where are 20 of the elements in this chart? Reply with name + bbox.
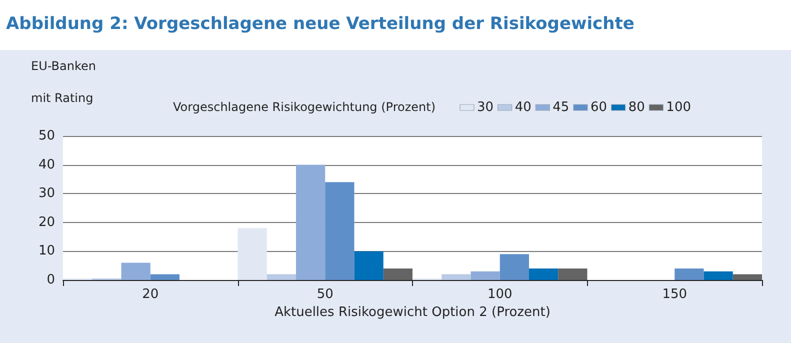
text: EU-Banken mit Rating [31,59,96,105]
y-tick-label: 40 [38,157,55,172]
x-axis-title: Aktuelles Risikogewicht Option 2 (Prozent) [274,305,550,320]
legend-title: Vorgeschlagene Risikogewichtung (Prozent) [173,100,436,114]
legend-label: 60 [590,100,608,115]
x-tick-label: 150 [662,287,688,302]
legend-label: 40 [514,100,532,115]
y-tick-label: 30 [38,186,55,202]
y-tick-label: 0 [46,272,55,288]
x-tick-label: 20 [142,287,159,302]
y-tick-label: 10 [38,244,55,259]
y-tick-label: 50 [38,128,55,144]
legend-label: 100 [666,100,692,115]
x-tick-label: 100 [487,287,512,302]
x-tick-label: 50 [316,287,334,302]
y-tick-label: 20 [38,214,55,230]
chart-title: Abbildung 2: Vorgeschlagene neue Verteilung der Risikogewichte [5,13,636,36]
legend-label: 80 [628,100,645,115]
legend-label: 45 [552,100,570,115]
legend-label: 30 [476,100,494,115]
